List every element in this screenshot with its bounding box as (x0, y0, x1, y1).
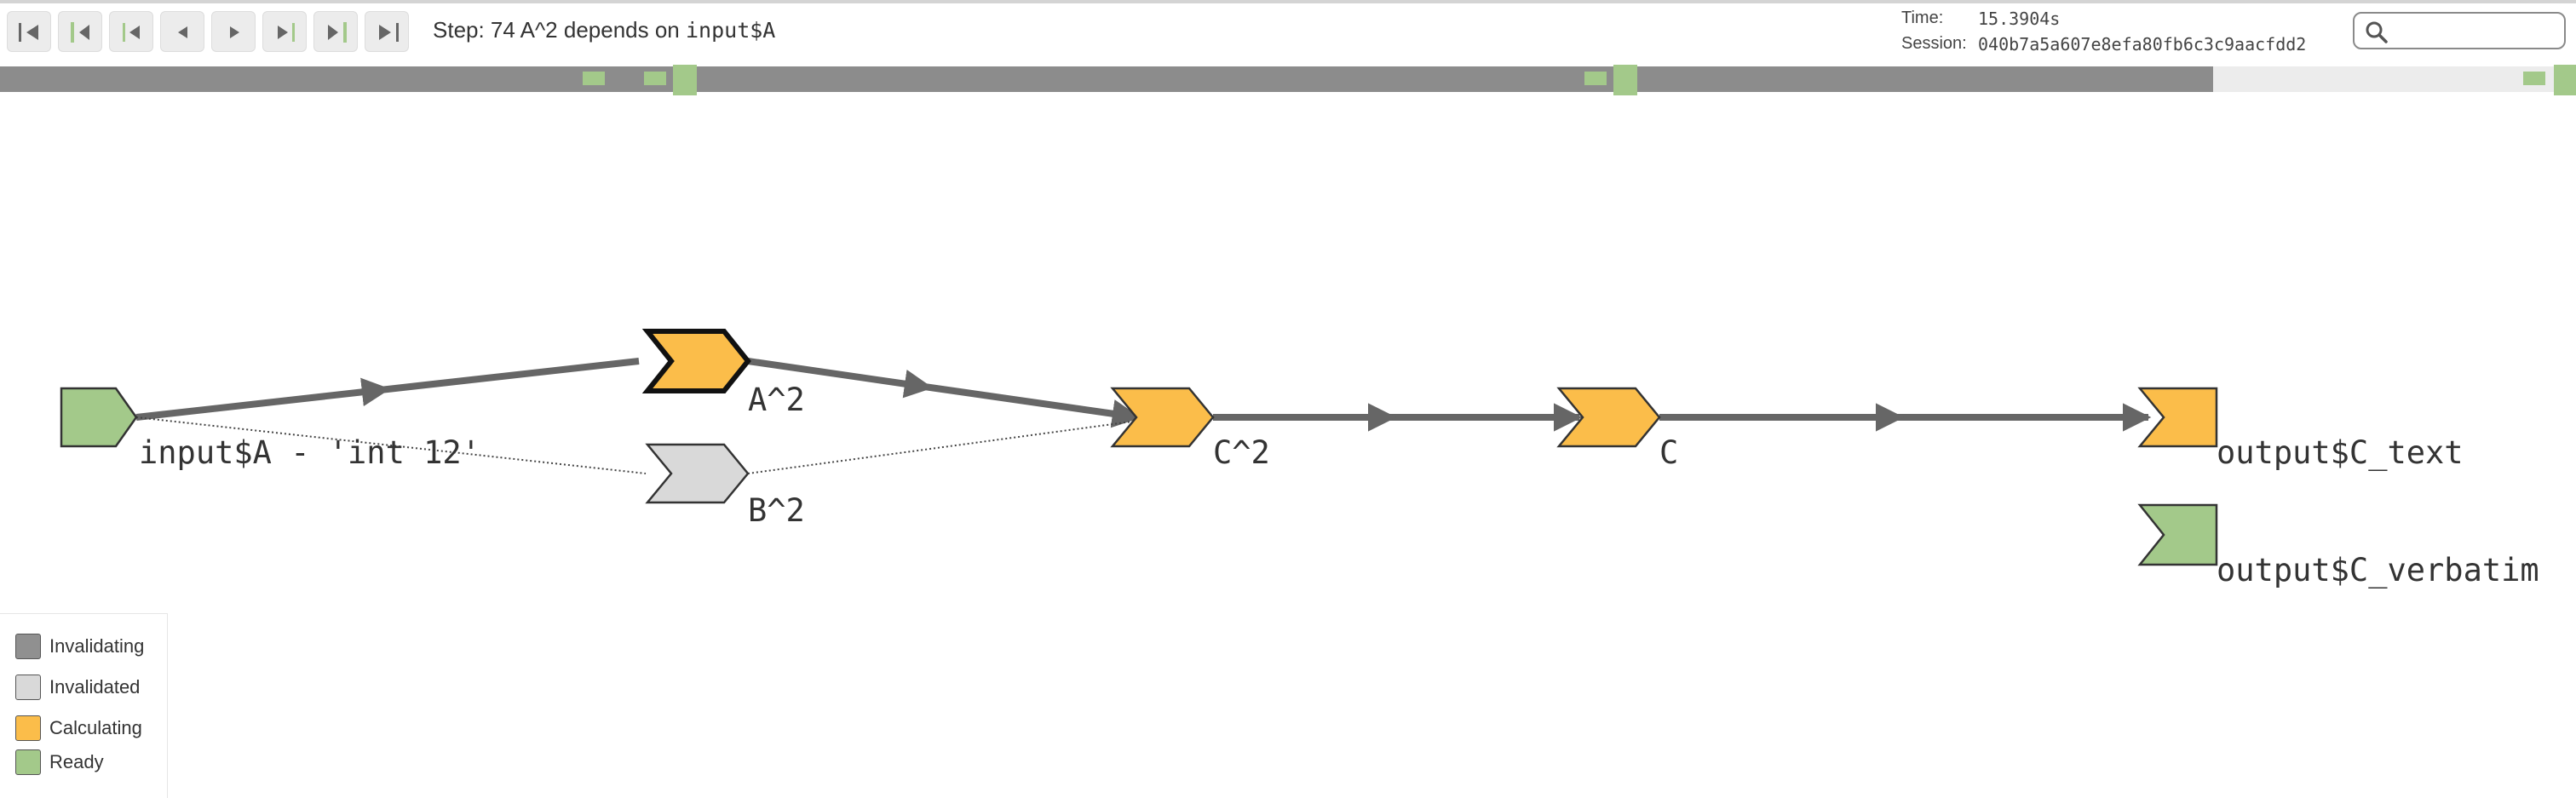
node-label-B2: B^2 (748, 492, 805, 529)
legend-label: Invalidated (49, 676, 141, 698)
legend: Invalidating Invalidated Calculating Rea… (0, 613, 168, 798)
search-input[interactable] (2353, 12, 2566, 49)
legend-item-ready: Ready (15, 749, 104, 776)
step-forward-cycle-icon (278, 23, 295, 42)
edge-A2-to-C2 (747, 358, 1141, 428)
timeline-marker[interactable] (644, 72, 666, 85)
node-C2[interactable] (1110, 387, 1215, 448)
step-text-code: input$A (686, 18, 776, 43)
session-label: Session: (1901, 34, 1967, 53)
node-label-output-C-text: output$C_text (2217, 434, 2464, 472)
legend-label: Ready (49, 751, 104, 772)
edge-input-to-A2 (135, 358, 640, 421)
previous-ready-button[interactable] (58, 11, 102, 52)
node-output-C-text[interactable] (2137, 387, 2218, 448)
next-ready-button[interactable] (313, 11, 358, 52)
step-description: Step: 74 A^2 depends on input$A (433, 17, 775, 43)
step-back-ready-icon (71, 22, 89, 43)
legend-item-calculating: Calculating (15, 715, 142, 742)
time-label: Time: (1901, 9, 1944, 27)
node-label-A2: A^2 (748, 382, 805, 418)
skip-to-end-icon (379, 23, 399, 42)
previous-cycle-button[interactable] (109, 11, 153, 52)
timeline-marker[interactable] (2554, 65, 2576, 95)
timeline-marker[interactable] (673, 65, 697, 95)
legend-swatch-ready (15, 749, 41, 775)
previous-step-button[interactable] (160, 11, 204, 52)
first-step-button[interactable] (7, 11, 51, 52)
timeline-marker[interactable] (1613, 65, 1637, 95)
step-toolbar (7, 10, 416, 53)
step-back-icon (178, 26, 187, 38)
timeline-marker[interactable] (1584, 72, 1607, 85)
skip-to-start-icon (19, 23, 38, 42)
step-forward-ready-icon (328, 22, 347, 43)
legend-swatch-invalidating (15, 634, 41, 659)
node-output-C-verbatim[interactable] (2137, 503, 2218, 566)
last-step-button[interactable] (365, 11, 409, 52)
top-border (0, 0, 2576, 3)
session-value: 040b7a5a607e8efa80fb6c3c9aacfdd2 (1978, 34, 2307, 55)
timeline-progress (0, 66, 2213, 92)
edge-B2-to-C2 (747, 420, 1139, 474)
step-forward-icon (230, 26, 239, 38)
legend-label: Invalidating (49, 635, 145, 657)
legend-swatch-calculating (15, 715, 41, 741)
timeline-marker[interactable] (583, 72, 605, 85)
time-value: 15.3904s (1978, 9, 2061, 29)
node-input-A[interactable] (60, 387, 138, 448)
legend-item-invalidating: Invalidating (15, 633, 144, 660)
node-label-C2: C^2 (1213, 434, 1270, 471)
reactive-graph: input$A - 'int 12' A^2 B^2 C^2 C output$… (60, 329, 2539, 589)
node-B2[interactable] (645, 443, 750, 504)
node-label-output-C-verbatim: output$C_verbatim (2217, 552, 2539, 589)
search-icon (2366, 21, 2388, 43)
next-step-button[interactable] (211, 11, 256, 52)
node-C[interactable] (1556, 387, 1661, 448)
timeline-marker[interactable] (2523, 72, 2545, 85)
node-label-input-A: input$A - 'int 12' (139, 434, 480, 471)
node-A2[interactable] (641, 329, 751, 393)
step-back-cycle-icon (123, 23, 140, 42)
legend-item-invalidated: Invalidated (15, 674, 140, 701)
node-label-C: C (1659, 434, 1678, 471)
edge-input-to-B2 (135, 416, 647, 474)
next-cycle-button[interactable] (262, 11, 307, 52)
legend-swatch-invalidated (15, 675, 41, 700)
legend-label: Calculating (49, 717, 142, 738)
timeline-bar[interactable] (0, 65, 2576, 95)
step-text-prefix: Step: 74 A^2 depends on (433, 17, 686, 43)
